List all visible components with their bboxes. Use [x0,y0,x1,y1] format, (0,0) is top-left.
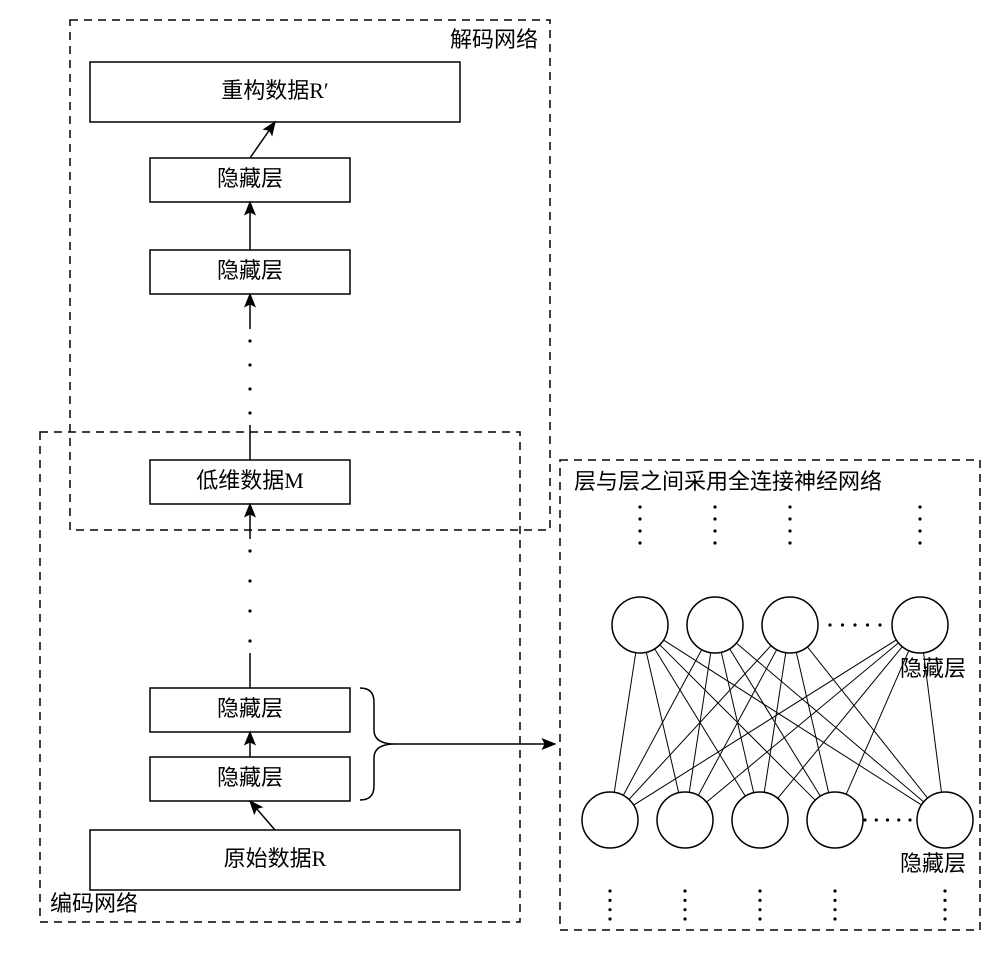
vdots [918,541,921,544]
nn-edge [846,651,909,795]
vdots [713,541,716,544]
vdots [943,899,946,902]
vdots [248,639,251,642]
vdots [943,908,946,911]
nn-edge [778,647,902,799]
nn-bot-node [807,792,863,848]
vdots [758,917,761,920]
curly-bracket [360,688,395,800]
nn-top-label: 隐藏层 [900,656,966,681]
vdots [943,917,946,920]
nn-top-node [687,597,743,653]
nn-bot-node [582,792,638,848]
hdots [886,818,889,821]
vdots [713,505,716,508]
nn-top-node [762,597,818,653]
vdots [713,529,716,532]
vdots [758,889,761,892]
vdots [638,541,641,544]
nn-edge [614,653,635,793]
nn-bot-node [732,792,788,848]
vdots [683,889,686,892]
vdots [638,529,641,532]
vdots [608,917,611,920]
vdots [943,889,946,892]
vdots [788,529,791,532]
nn-top-node [892,597,948,653]
vdots [248,339,251,342]
vdots [248,579,251,582]
label-raw: 原始数据R [224,846,327,871]
nn-edge [623,650,701,796]
hdots [878,623,881,626]
vdots [833,917,836,920]
label-recon: 重构数据R′ [221,78,329,103]
vdots [608,908,611,911]
vdots [788,505,791,508]
vdots [638,505,641,508]
vdots [683,908,686,911]
vdots [918,529,921,532]
vdots [638,517,641,520]
decoder-label: 解码网络 [450,27,538,52]
label-h1: 隐藏层 [217,765,283,790]
hdots [908,818,911,821]
hdots [863,818,866,821]
nn-bot-label: 隐藏层 [900,851,966,876]
vdots [248,549,251,552]
vdots [758,899,761,902]
nn-title: 层与层之间采用全连接神经网络 [574,469,882,494]
vdots [833,899,836,902]
label-h4: 隐藏层 [217,166,283,191]
vdots [608,889,611,892]
vdots [248,411,251,414]
nn-top-node [612,597,668,653]
nn-edge [634,640,897,805]
nn-edge [707,643,899,802]
label-lowdim: 低维数据M [196,468,304,493]
vdots [788,541,791,544]
hdots [853,623,856,626]
vdots [248,609,251,612]
vdots [918,517,921,520]
encoder-label: 编码网络 [50,891,138,916]
vdots [248,387,251,390]
vdots [248,363,251,366]
hdots [828,623,831,626]
vdots [683,917,686,920]
hdots [897,818,900,821]
arrow [250,801,275,830]
diagram-canvas: 原始数据R隐藏层隐藏层低维数据M隐藏层隐藏层重构数据R′编码网络解码网络层与层之… [0,0,1000,954]
nn-bot-node [657,792,713,848]
label-h3: 隐藏层 [217,258,283,283]
vdots [833,889,836,892]
hdots [866,623,869,626]
vdots [833,908,836,911]
vdots [758,908,761,911]
label-h2: 隐藏层 [217,696,283,721]
vdots [788,517,791,520]
hdots [841,623,844,626]
arrow [250,122,275,158]
vdots [918,505,921,508]
vdots [608,899,611,902]
vdots [713,517,716,520]
nn-edge [796,652,828,792]
vdots [683,899,686,902]
nn-bot-node [917,792,973,848]
hdots [875,818,878,821]
nn-edge [764,653,785,793]
